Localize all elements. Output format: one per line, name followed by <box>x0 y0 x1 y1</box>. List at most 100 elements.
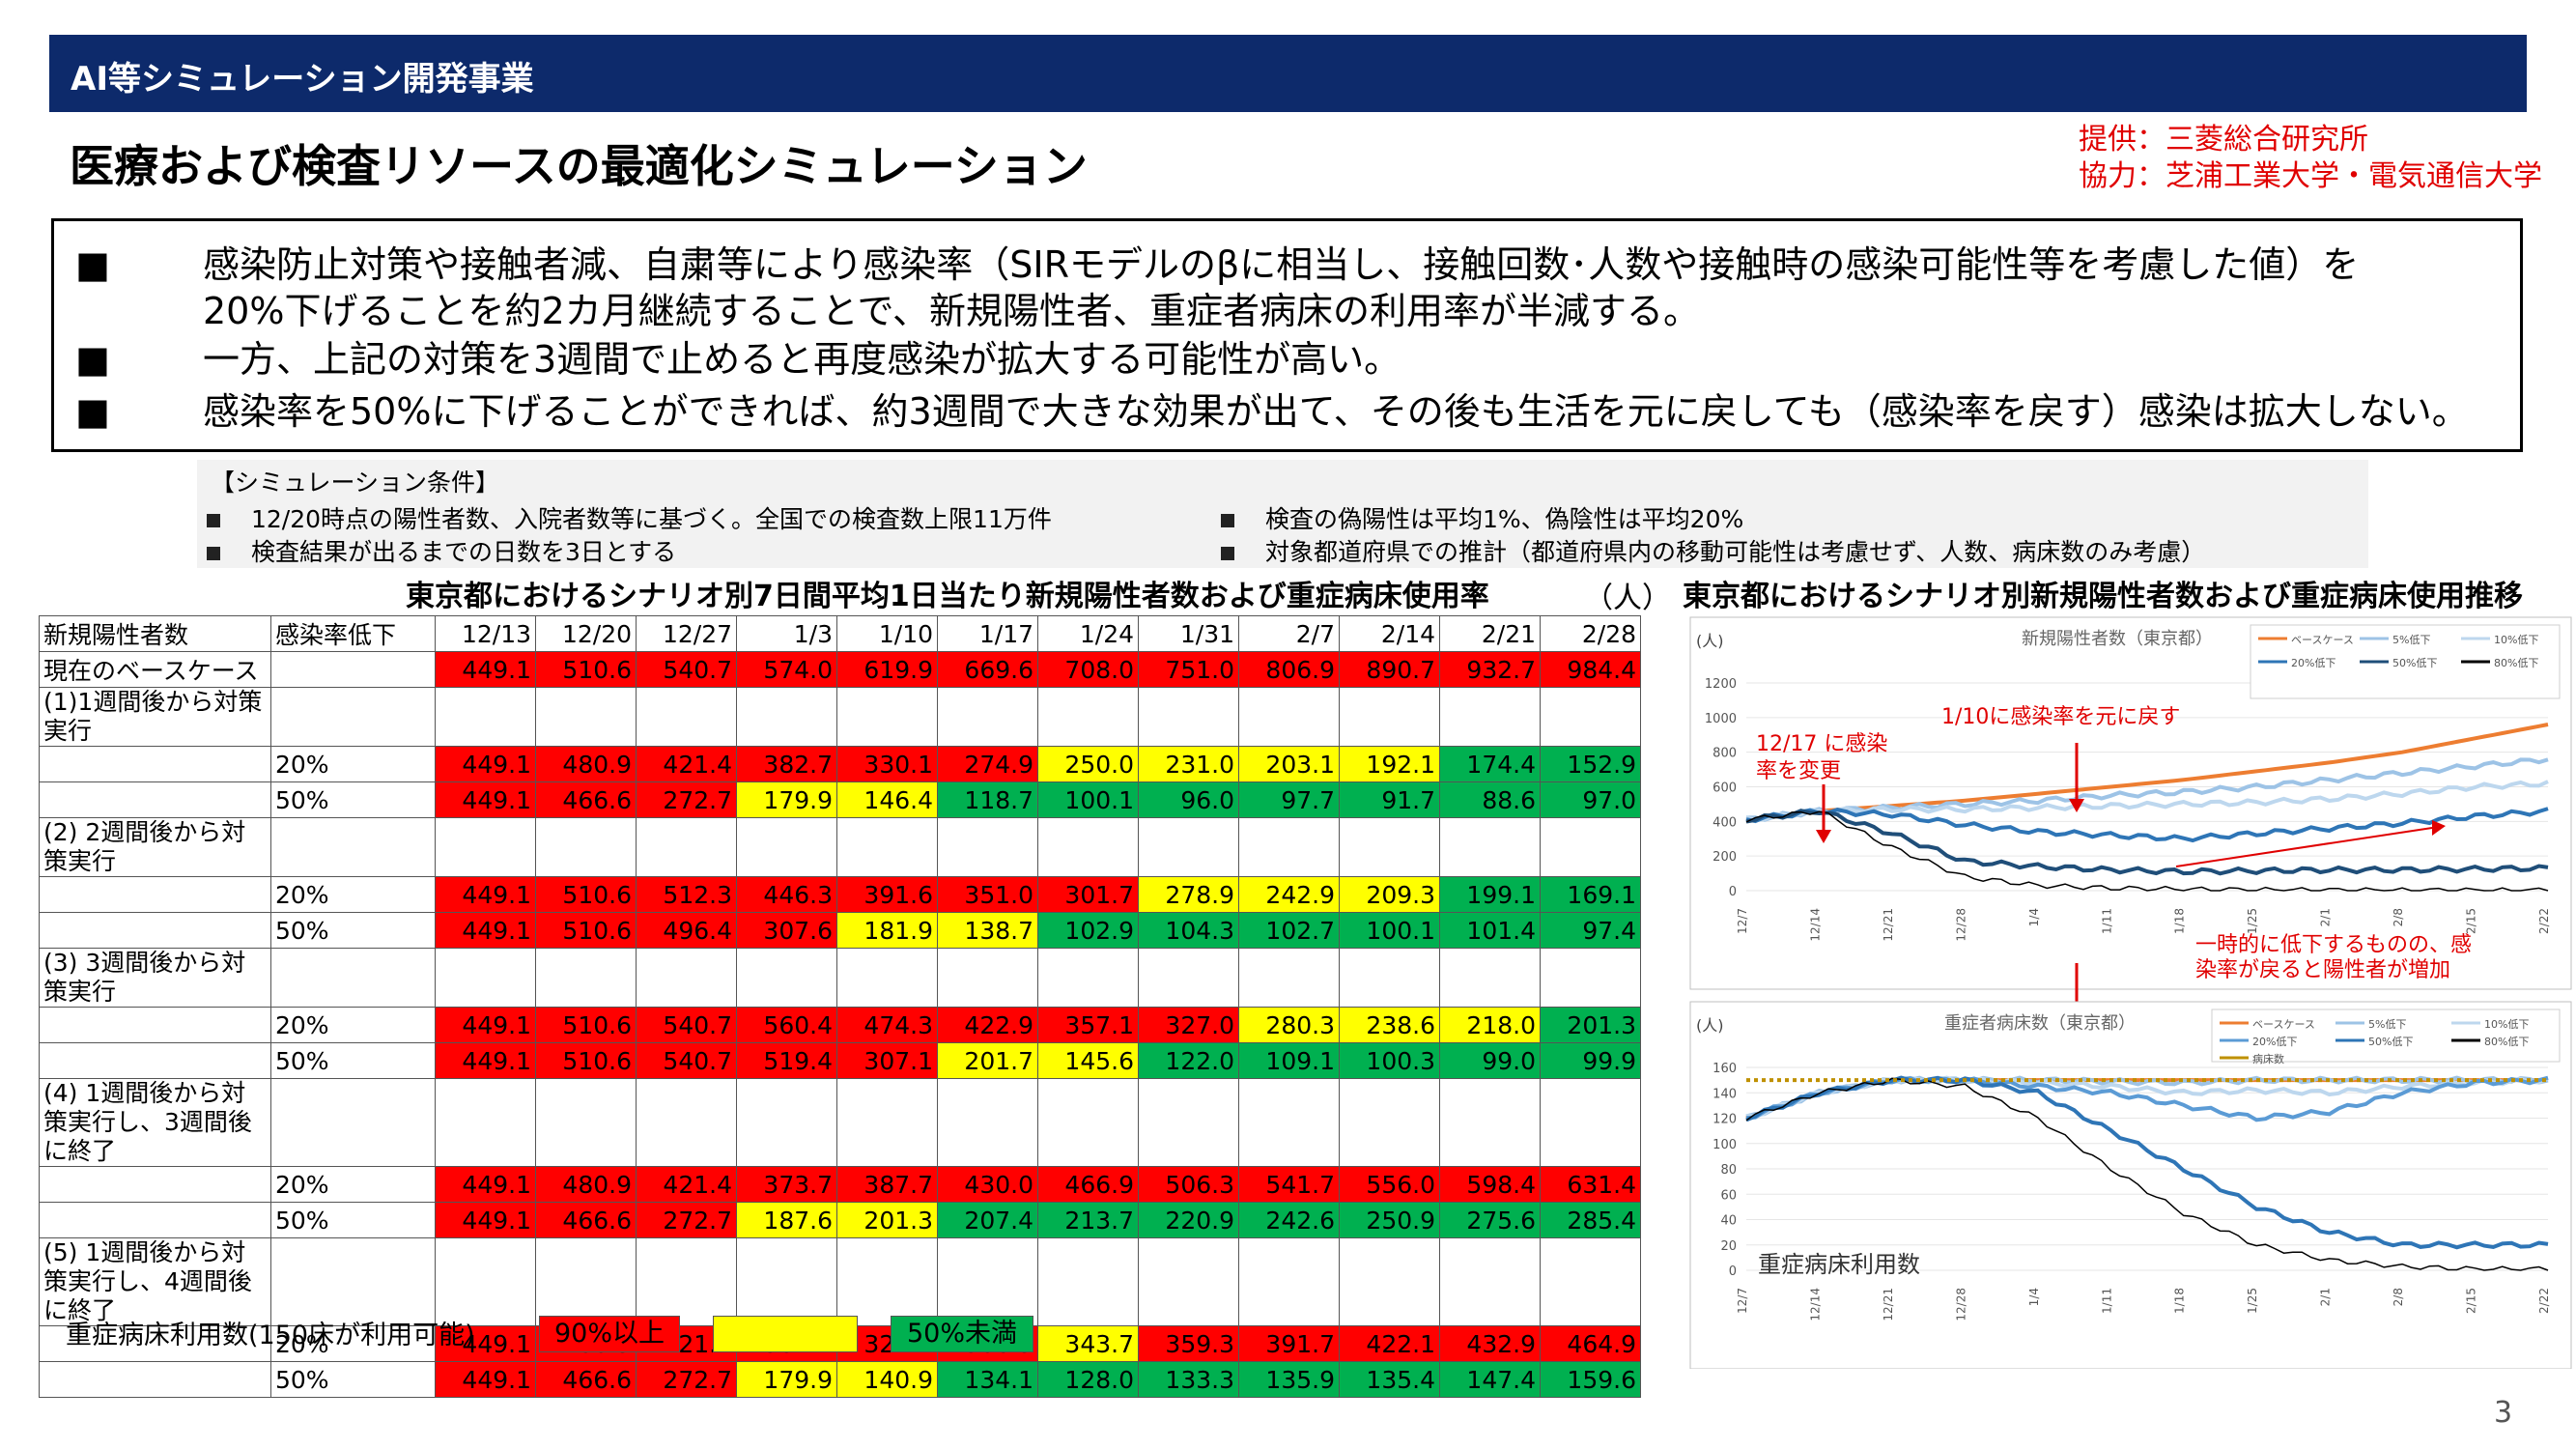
value-cell: 391.6 <box>836 876 938 913</box>
value-cell: 280.3 <box>1238 1007 1340 1043</box>
y-tick-label: 400 <box>1713 815 1737 830</box>
value-cell: 510.6 <box>535 1007 637 1043</box>
section-banner: AI等シミュレーション開発事業 <box>49 35 2527 112</box>
legend-entry: 10%低下 <box>2484 1018 2529 1031</box>
value-cell: 466.6 <box>535 781 637 818</box>
y-tick-label: 140 <box>1713 1087 1737 1101</box>
x-tick-label: 12/14 <box>1808 908 1822 942</box>
value-cell: 464.9 <box>1540 1325 1641 1362</box>
table-row: 50% 449.1 466.6 272.7 179.9 140.9 134.1 128.0 13… <box>39 1361 1641 1398</box>
date-header: 1/3 <box>736 615 837 652</box>
value-cell: 541.7 <box>1238 1166 1340 1203</box>
rate-cell: 20% <box>270 746 436 782</box>
value-cell: 242.9 <box>1238 876 1340 913</box>
value-cell: 218.0 <box>1439 1007 1541 1043</box>
series-line <box>1745 809 2549 876</box>
value-cell: 669.6 <box>937 651 1038 688</box>
rate-cell: 20% <box>270 1007 436 1043</box>
value-cell: 307.6 <box>736 912 837 949</box>
arrow-head <box>2432 820 2446 836</box>
banner-text: AI等シミュレーション開発事業 <box>71 60 534 99</box>
y-tick-label: 600 <box>1713 781 1737 796</box>
table-row: (3) 3週間後から対策実行 <box>39 948 1641 1008</box>
legend-red: 90%以上 <box>539 1316 680 1352</box>
x-tick-label: 1/25 <box>2246 908 2259 934</box>
value-cell: 146.4 <box>836 781 938 818</box>
value-cell: 169.1 <box>1540 876 1641 913</box>
arrow-head <box>2069 799 2084 812</box>
table-row: 20% 449.1 510.6 512.3 446.3 391.6 351.0 301.7 27… <box>39 876 1641 913</box>
value-cell: 619.9 <box>836 651 938 688</box>
empty-cell <box>636 948 737 1008</box>
value-cell: 598.4 <box>1439 1166 1541 1203</box>
y-tick-label: 120 <box>1713 1113 1737 1127</box>
y-tick-label: 20 <box>1720 1239 1737 1254</box>
y-tick-label: 40 <box>1720 1214 1737 1229</box>
value-cell: 449.1 <box>435 651 536 688</box>
value-cell: 209.3 <box>1339 876 1440 913</box>
empty-cell <box>535 687 637 747</box>
value-cell: 99.9 <box>1540 1042 1641 1079</box>
y-unit-label: (人) <box>1696 1016 1724 1035</box>
rate-cell: 50% <box>270 1202 436 1238</box>
value-cell: 932.7 <box>1439 651 1541 688</box>
value-cell: 466.6 <box>535 1202 637 1238</box>
legend-entry: 20%低下 <box>2252 1036 2297 1048</box>
value-cell: 133.3 <box>1138 1361 1239 1398</box>
value-cell: 242.6 <box>1238 1202 1340 1238</box>
empty-cell <box>736 1078 837 1167</box>
value-cell: 391.7 <box>1238 1325 1340 1362</box>
value-cell: 250.9 <box>1339 1202 1440 1238</box>
value-cell: 134.1 <box>937 1361 1038 1398</box>
empty-cell <box>270 687 436 747</box>
x-tick-label: 2/1 <box>2319 1288 2333 1306</box>
value-cell: 422.1 <box>1339 1325 1440 1362</box>
empty-cell <box>1439 1237 1541 1326</box>
value-cell: 449.1 <box>435 781 536 818</box>
empty-cell <box>535 817 637 877</box>
empty-cell <box>435 1237 536 1326</box>
empty-cell <box>535 1237 637 1326</box>
legend-entry: 20%低下 <box>2291 657 2335 669</box>
empty-cell <box>836 817 938 877</box>
rate-cell: 50% <box>270 1042 436 1079</box>
table-row: 50% 449.1 466.6 272.7 187.6 201.3 207.4 213.7 22… <box>39 1202 1641 1238</box>
x-tick-label: 12/7 <box>1736 1288 1749 1314</box>
value-cell: 147.4 <box>1439 1361 1541 1398</box>
empty-cell <box>270 1237 436 1326</box>
rate-cell: 20% <box>270 876 436 913</box>
empty-cell <box>1339 687 1440 747</box>
series-line <box>1745 780 2549 822</box>
empty-cell <box>1037 817 1139 877</box>
value-cell: 984.4 <box>1540 651 1641 688</box>
empty-cell <box>270 1078 436 1167</box>
empty-cell <box>1540 1237 1641 1326</box>
row-label <box>39 781 271 818</box>
value-cell: 122.0 <box>1138 1042 1239 1079</box>
header-cell: 新規陽性者数 <box>39 615 271 652</box>
value-cell: 118.7 <box>937 781 1038 818</box>
legend-entry: 5%低下 <box>2368 1018 2406 1031</box>
conditions-heading: 【シミュレーション条件】 <box>211 469 500 497</box>
value-cell: 430.0 <box>937 1166 1038 1203</box>
value-cell: 421.4 <box>636 746 737 782</box>
empty-cell <box>1238 1237 1340 1326</box>
value-cell: 199.1 <box>1439 876 1541 913</box>
value-cell: 466.9 <box>1037 1166 1139 1203</box>
value-cell: 330.1 <box>836 746 938 782</box>
table-row: 20% 449.1 480.9 421.4 373.7 387.7 430.0 466.9 50… <box>39 1166 1641 1203</box>
value-cell: 449.1 <box>435 876 536 913</box>
empty-cell <box>937 817 1038 877</box>
value-cell: 496.4 <box>636 912 737 949</box>
empty-cell <box>1138 817 1239 877</box>
chart-title: 重症者病床数（東京都） <box>1944 1013 2136 1034</box>
value-cell: 466.6 <box>535 1361 637 1398</box>
legend-entry: 5%低下 <box>2392 634 2430 646</box>
value-cell: 152.9 <box>1540 746 1641 782</box>
value-cell: 272.7 <box>636 781 737 818</box>
series-line <box>1745 1077 2549 1271</box>
y-tick-label: 100 <box>1713 1138 1737 1152</box>
value-cell: 510.6 <box>535 1042 637 1079</box>
annotation: 1/10に感染率を元に戻す <box>1941 705 2180 729</box>
value-cell: 446.3 <box>736 876 837 913</box>
